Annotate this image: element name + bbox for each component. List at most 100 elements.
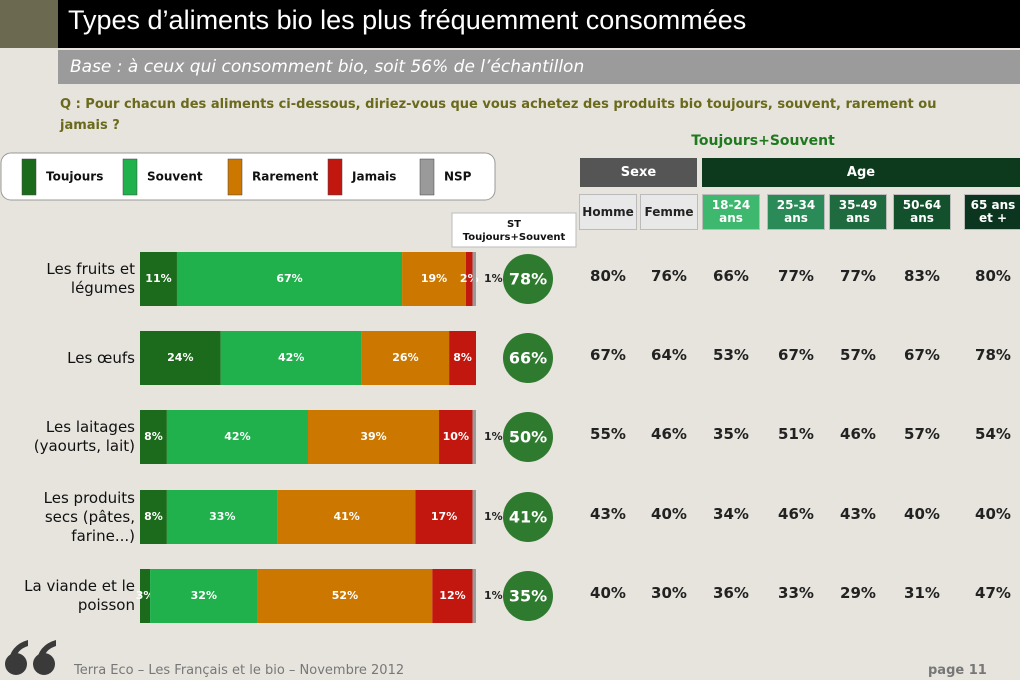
category-label: Les laitages (yaourts, lait) [33,418,135,455]
value-label: 26% [392,351,418,364]
group-box [702,158,1020,187]
st-circle [503,492,553,542]
table-cell: 53% [713,346,749,364]
legend-swatch [21,158,37,196]
bar-segment [140,569,151,623]
column-header: 18-24 ans [702,194,760,230]
value-label: 8% [144,510,163,523]
table-cell: 35% [713,425,749,443]
value-label: 24% [167,351,193,364]
table-cell: 31% [904,584,940,602]
table-cell: 55% [590,425,626,443]
value-label: 33% [209,510,235,523]
column-header: 35-49 ans [829,194,887,230]
bar-segment [140,490,167,544]
st-label: 35% [509,587,547,606]
table-cell: 40% [651,505,687,523]
bar-segment [472,490,476,544]
column-header: Femme [640,194,698,230]
bar-segment [415,490,473,544]
table-title: Toujours+Souvent [691,133,835,149]
table-cell: 78% [975,346,1011,364]
bar-segment [402,252,466,306]
bar-segment [439,410,473,464]
table-cell: 46% [651,425,687,443]
st-header-box [451,212,577,248]
question: Q : Pour chacun des aliments ci-dessous,… [60,97,937,133]
table-cell: 80% [590,267,626,285]
table-cell: 57% [840,346,876,364]
st-header: ST [507,219,521,230]
bar-segment [140,331,221,385]
title: Types d’aliments bio les plus fréquemmen… [68,5,747,35]
table-cell: 33% [778,584,814,602]
table-cell: 83% [904,267,940,285]
bar-segment [449,331,476,385]
category-label: Les fruits et légumes [46,260,135,297]
value-label: 1% [484,430,503,443]
bar-segment [465,252,473,306]
value-label: 41% [333,510,359,523]
st-label: 78% [509,270,547,289]
value-label: 42% [278,351,304,364]
value-label: 8% [144,430,163,443]
value-label: 67% [276,272,302,285]
group-header: Age [846,165,876,180]
bar-segment [150,569,258,623]
table-cell: 64% [651,346,687,364]
legend-label: Jamais [351,170,396,184]
st-circle [503,571,553,621]
table-cell: 34% [713,505,749,523]
column-header: 25-34 ans [767,194,825,230]
table-cell: 57% [904,425,940,443]
bar-segment [432,569,473,623]
st-circle [503,412,553,462]
table-cell: 46% [778,505,814,523]
legend-label: Toujours [46,170,103,184]
value-label: 42% [224,430,250,443]
value-label: 3% [136,589,155,602]
value-label: 1% [484,272,503,285]
bar-segment [472,410,476,464]
bar-segment [257,569,433,623]
table-cell: 47% [975,584,1011,602]
bar-segment [140,252,177,306]
value-label: 12% [439,589,465,602]
value-label: 17% [431,510,457,523]
group-header: Sexe [620,165,657,180]
quote-icon [5,640,56,675]
table-cell: 30% [651,584,687,602]
subtitle: Base : à ceux qui consomment bio, soit 5… [70,57,585,77]
legend-label: Rarement [252,170,319,184]
value-label: 39% [360,430,386,443]
subtitle-bar [58,50,1020,84]
table-cell: 43% [840,505,876,523]
st-label: 50% [509,428,547,447]
table-cell: 54% [975,425,1011,443]
column-header: 50-64 ans [893,194,951,230]
column-header: Homme [579,194,637,230]
category-label: Les produits secs (pâtes, farine...) [43,488,135,545]
table-cell: 40% [590,584,626,602]
legend-label: NSP [444,170,472,184]
bar-segment [166,490,278,544]
legend-swatch [227,158,243,196]
st-label: 41% [509,508,547,527]
table-cell: 67% [904,346,940,364]
table-cell: 77% [840,267,876,285]
table-cell: 66% [713,267,749,285]
footer-source: Terra Eco – Les Français et le bio – Nov… [74,663,405,678]
table-cell: 67% [778,346,814,364]
bar-segment [277,490,416,544]
legend-swatch [122,158,138,196]
group-box [580,158,697,187]
category-label: Les œufs [67,348,135,367]
table-cell: 76% [651,267,687,285]
category-label: La viande et le poisson [24,577,135,614]
legend-label: Souvent [147,170,203,184]
table-cell: 80% [975,267,1011,285]
bar-segment [176,252,403,306]
table-cell: 36% [713,584,749,602]
